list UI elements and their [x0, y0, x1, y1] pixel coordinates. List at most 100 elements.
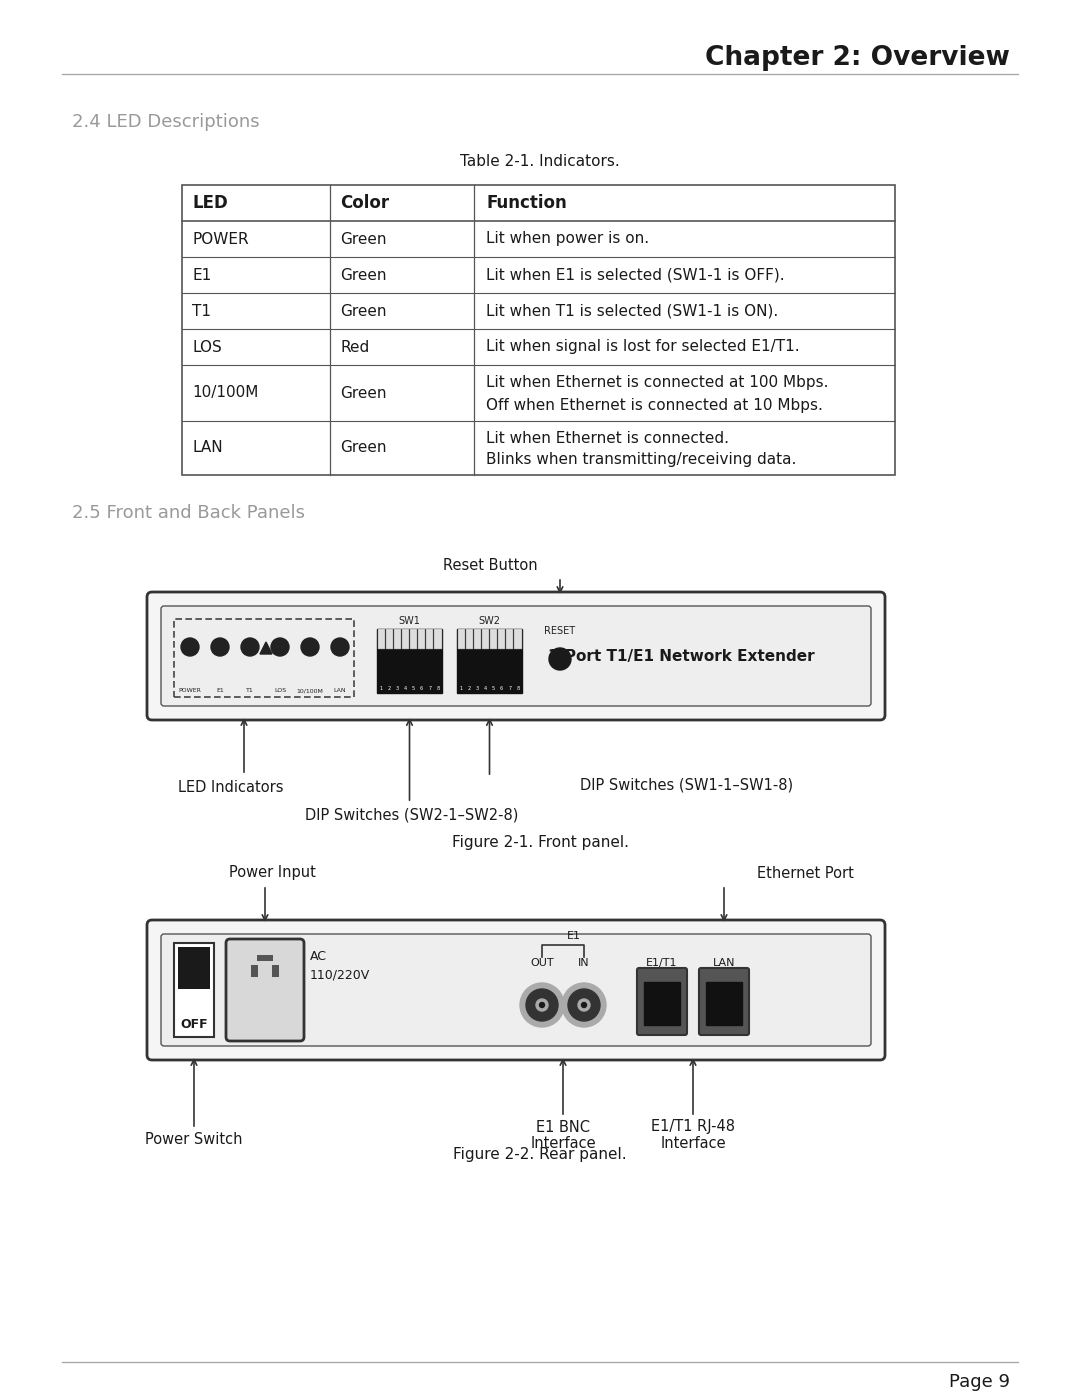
Text: ON: ON: [184, 949, 204, 961]
Text: 8: 8: [436, 686, 440, 690]
Bar: [394, 629, 401, 650]
Text: 7: 7: [509, 686, 511, 690]
Text: 2: 2: [468, 686, 471, 690]
Bar: [257, 956, 273, 961]
Circle shape: [526, 989, 558, 1021]
Text: Off when Ethernet is connected at 10 Mbps.: Off when Ethernet is connected at 10 Mbp…: [486, 398, 823, 414]
Bar: [644, 982, 680, 1025]
Text: 2: 2: [388, 686, 391, 690]
Bar: [498, 629, 505, 650]
Bar: [377, 629, 442, 693]
Text: Ethernet Port: Ethernet Port: [757, 866, 853, 880]
Text: Reset Button: Reset Button: [443, 557, 538, 573]
Text: 10/100M: 10/100M: [192, 386, 258, 401]
Text: E1: E1: [216, 689, 224, 693]
FancyBboxPatch shape: [226, 939, 303, 1041]
Text: AC: AC: [310, 950, 327, 964]
Circle shape: [562, 983, 606, 1027]
Text: LED Indicators: LED Indicators: [178, 780, 283, 795]
Bar: [272, 965, 279, 977]
Text: 4: 4: [404, 686, 407, 690]
Text: Figure 2-2. Rear panel.: Figure 2-2. Rear panel.: [454, 1147, 626, 1162]
Bar: [514, 629, 522, 650]
Text: Lit when Ethernet is connected at 100 Mbps.: Lit when Ethernet is connected at 100 Mb…: [486, 376, 828, 390]
Circle shape: [568, 989, 600, 1021]
Bar: [434, 629, 442, 650]
Text: Lit when power is on.: Lit when power is on.: [486, 232, 649, 246]
FancyBboxPatch shape: [161, 606, 870, 705]
Text: IN: IN: [578, 958, 590, 968]
Text: Interface: Interface: [660, 1136, 726, 1151]
Circle shape: [181, 638, 199, 657]
Text: 2.4 LED Descriptions: 2.4 LED Descriptions: [72, 113, 259, 131]
Text: Lit when E1 is selected (SW1-1 is OFF).: Lit when E1 is selected (SW1-1 is OFF).: [486, 267, 785, 282]
Bar: [465, 629, 473, 650]
Text: DIP Switches (SW2-1–SW2-8): DIP Switches (SW2-1–SW2-8): [305, 807, 518, 823]
Text: RESET: RESET: [544, 626, 576, 636]
FancyBboxPatch shape: [637, 968, 687, 1035]
Text: Blinks when transmitting/receiving data.: Blinks when transmitting/receiving data.: [486, 453, 796, 468]
Bar: [174, 943, 214, 1037]
Text: LAN: LAN: [713, 958, 735, 968]
Bar: [251, 965, 258, 977]
Circle shape: [330, 638, 349, 657]
Bar: [410, 629, 417, 650]
Text: 4: 4: [484, 686, 487, 690]
Bar: [174, 619, 354, 697]
Bar: [183, 184, 895, 475]
FancyBboxPatch shape: [161, 935, 870, 1046]
Text: Green: Green: [340, 232, 387, 246]
Text: Green: Green: [340, 267, 387, 282]
Text: 10/100M: 10/100M: [297, 689, 323, 693]
Text: Lit when Ethernet is connected.: Lit when Ethernet is connected.: [486, 430, 729, 446]
Text: Function: Function: [486, 194, 567, 212]
Text: 7: 7: [429, 686, 431, 690]
Text: 5: 5: [492, 686, 495, 690]
Circle shape: [241, 638, 259, 657]
Circle shape: [581, 1003, 586, 1007]
Text: Interface: Interface: [530, 1136, 596, 1151]
Bar: [482, 629, 489, 650]
Text: 6: 6: [420, 686, 423, 690]
Text: 8: 8: [516, 686, 519, 690]
Circle shape: [211, 638, 229, 657]
Polygon shape: [260, 643, 272, 654]
Bar: [507, 629, 513, 650]
Bar: [490, 629, 497, 650]
Text: 6: 6: [500, 686, 503, 690]
Circle shape: [549, 648, 571, 671]
Bar: [457, 629, 522, 693]
Text: Green: Green: [340, 440, 387, 455]
Text: DIP Switches (SW1-1–SW1-8): DIP Switches (SW1-1–SW1-8): [580, 778, 793, 792]
Text: E1/T1 RJ-48: E1/T1 RJ-48: [651, 1119, 735, 1134]
Text: OUT: OUT: [530, 958, 554, 968]
Bar: [427, 629, 433, 650]
Text: Green: Green: [340, 386, 387, 401]
Circle shape: [536, 999, 548, 1011]
Text: 1: 1: [379, 686, 382, 690]
Circle shape: [578, 999, 590, 1011]
Text: LAN: LAN: [334, 689, 347, 693]
Text: T1: T1: [192, 303, 211, 319]
Bar: [474, 629, 481, 650]
Bar: [706, 982, 742, 1025]
Circle shape: [540, 1003, 544, 1007]
Text: 110/220V: 110/220V: [310, 968, 370, 982]
Text: Lit when signal is lost for selected E1/T1.: Lit when signal is lost for selected E1/…: [486, 339, 799, 355]
Circle shape: [271, 638, 289, 657]
Text: E1: E1: [567, 930, 581, 942]
Text: Green: Green: [340, 303, 387, 319]
Text: Figure 2-1. Front panel.: Figure 2-1. Front panel.: [451, 835, 629, 851]
Text: E1 BNC: E1 BNC: [536, 1119, 590, 1134]
Bar: [458, 629, 464, 650]
Bar: [378, 629, 384, 650]
Text: 1: 1: [459, 686, 462, 690]
Circle shape: [519, 983, 564, 1027]
Text: LOS: LOS: [274, 689, 286, 693]
Text: SW1: SW1: [399, 616, 420, 626]
Text: Power Switch: Power Switch: [145, 1132, 243, 1147]
Bar: [178, 947, 210, 989]
Text: 3: 3: [476, 686, 478, 690]
Text: OFF: OFF: [180, 1018, 207, 1031]
Bar: [402, 629, 409, 650]
